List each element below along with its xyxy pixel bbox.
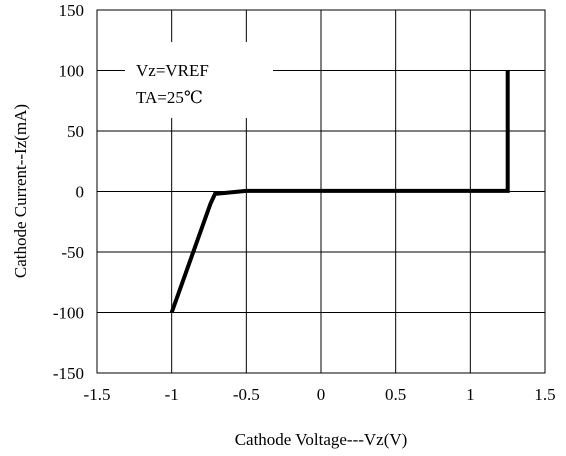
x-tick-labels: -1.5 -1 -0.5 0 0.5 1 1.5	[84, 385, 556, 404]
x-tick-label: 1.5	[534, 385, 555, 404]
x-tick-label: 1	[466, 385, 475, 404]
x-tick-label: -1.5	[84, 385, 111, 404]
y-tick-labels: -150 -100 -50 0 50 100 150	[53, 1, 84, 383]
y-axis-title: Cathode Current--Iz(mA)	[11, 104, 30, 278]
plot-border	[96, 9, 546, 374]
annotation-box: Vz=VREF TA=25℃	[125, 42, 273, 118]
y-tick-label: 0	[76, 183, 85, 202]
x-tick-label: 0	[317, 385, 326, 404]
x-tick-label: -0.5	[233, 385, 260, 404]
y-tick-label: -150	[53, 364, 84, 383]
series-line	[169, 70, 510, 314]
annotation-line-2: TA=25℃	[136, 88, 203, 107]
x-tick-label: -1	[165, 385, 179, 404]
y-tick-label: 150	[59, 1, 85, 20]
series-layer	[169, 70, 510, 314]
y-tick-label: 100	[59, 62, 85, 81]
x-axis-title: Cathode Voltage---Vz(V)	[235, 430, 408, 449]
y-tick-label: 50	[67, 122, 84, 141]
y-tick-label: -100	[53, 304, 84, 323]
y-tick-label: -50	[61, 243, 84, 262]
annotation-line-1: Vz=VREF	[136, 61, 209, 80]
x-tick-label: 0.5	[385, 385, 406, 404]
annotation-background	[125, 42, 273, 118]
